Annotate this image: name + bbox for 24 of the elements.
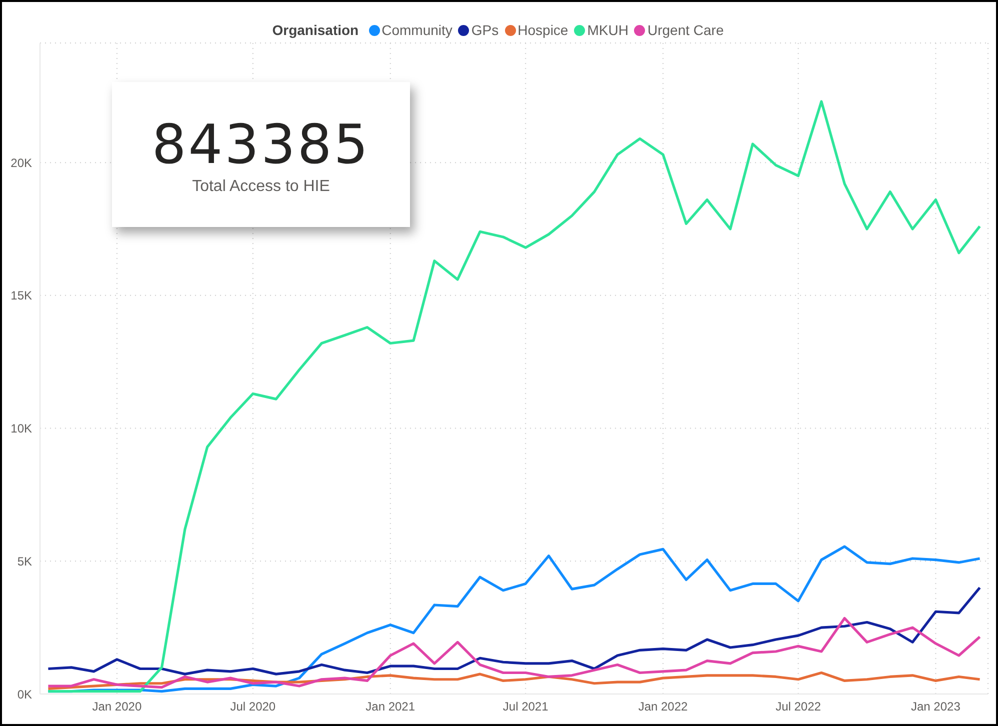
legend-label: GPs [470, 22, 499, 38]
legend-label: Community [380, 22, 452, 38]
legend-label: Hospice [516, 22, 568, 38]
y-tick-label: 20K [10, 156, 32, 170]
y-tick-label: 15K [10, 288, 32, 303]
y-tick-label: 0K [17, 687, 32, 702]
x-tick-label: Jul 2022 [776, 700, 822, 714]
annotation: Total Access to HIE [192, 178, 330, 196]
x-tick-label: Jan 2021 [366, 700, 416, 714]
line-series [46, 100, 982, 693]
x-tick-label: Jul 2021 [502, 700, 549, 714]
x-tick-label: Jul 2020 [230, 700, 276, 714]
y-tick-label: 5K [17, 554, 32, 568]
annotation: 843385 [152, 113, 370, 176]
y-tick-label: 10K [10, 422, 32, 436]
x-tick-label: Jan 2022 [638, 700, 688, 714]
summary-card: 843385 Total Access to HIE [112, 82, 410, 227]
legend-label: MKUH [586, 22, 628, 38]
x-tick-label: Jan 2020 [92, 700, 142, 714]
line-series [46, 616, 982, 689]
line-series [46, 586, 982, 676]
legend-label: Urgent Care [646, 22, 724, 38]
x-tick-label: Jan 2023 [911, 700, 961, 714]
legend-title: Organisation [272, 22, 359, 38]
